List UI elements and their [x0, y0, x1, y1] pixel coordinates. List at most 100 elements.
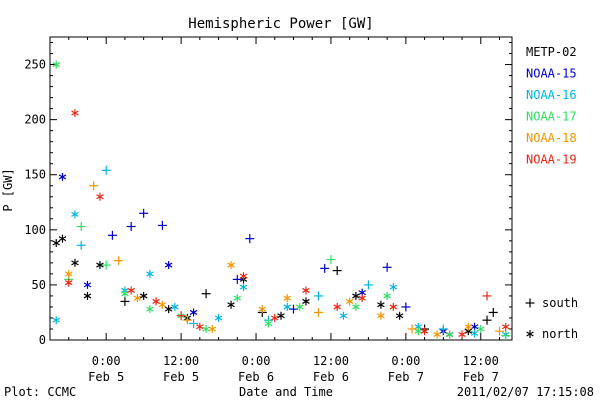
data-point-noaa-19-north	[152, 297, 160, 306]
marker-stroke	[152, 298, 160, 304]
marker-stroke	[302, 298, 310, 304]
data-point-noaa-18-south	[313, 307, 323, 317]
marker-stroke	[71, 110, 79, 116]
x-tick-label-time: 0:00	[242, 354, 271, 368]
data-point-noaa-18-south	[407, 324, 417, 334]
y-axis: 0 50 100 150 200 250	[24, 42, 512, 347]
marker-stroke	[71, 260, 79, 266]
marker-stroke	[96, 262, 104, 268]
data-point-noaa-19-north	[71, 109, 79, 118]
data-point-noaa-17-south	[101, 260, 111, 270]
data-point-noaa-16-north	[283, 302, 292, 311]
y-tick-label: 200	[24, 113, 46, 127]
data-point-metp-02-north	[58, 234, 67, 243]
data-point-noaa-17-north	[352, 302, 360, 311]
data-point-metp-02-south	[332, 266, 342, 276]
x-axis-label: Date and Time	[239, 385, 333, 399]
marker-stroke	[464, 328, 473, 334]
data-point-noaa-15-south	[382, 262, 392, 272]
data-point-metp-02-south	[201, 289, 211, 299]
data-point-metp-02-north	[227, 300, 235, 309]
marker-stroke	[189, 309, 198, 315]
y-tick-label: 0	[39, 333, 46, 347]
y-tick-label: 250	[24, 58, 46, 72]
marker-stroke	[277, 313, 285, 319]
data-point-noaa-18-north	[158, 300, 167, 309]
marker-stroke	[127, 287, 135, 293]
data-point-noaa-16-north	[52, 316, 61, 325]
data-point-noaa-15-north	[189, 308, 198, 317]
data-point-metp-02-north	[302, 297, 310, 306]
data-point-noaa-18-north	[208, 324, 217, 333]
marker-stroke	[358, 295, 366, 301]
data-points	[52, 60, 511, 341]
data-point-noaa-17-north	[52, 60, 61, 69]
data-point-metp-02-south	[482, 315, 492, 325]
legend-north-label: north	[542, 327, 578, 341]
data-point-noaa-18-north	[133, 294, 142, 303]
marker-stroke	[227, 302, 235, 308]
marker-stroke	[146, 306, 154, 312]
data-point-noaa-19-north	[127, 286, 135, 295]
marker-stroke	[239, 273, 248, 279]
data-point-metp-02-north	[52, 239, 61, 248]
y-axis-label: P [GW]	[1, 168, 15, 211]
marker-stroke	[83, 293, 92, 299]
data-point-noaa-19-north	[239, 272, 248, 281]
plot-frame	[49, 36, 513, 341]
marker-stroke	[146, 271, 154, 277]
data-point-noaa-16-south	[189, 318, 199, 328]
marker-stroke	[389, 284, 398, 290]
marker-stroke	[202, 326, 210, 332]
marker-stroke	[52, 240, 61, 246]
marker-stroke	[377, 313, 385, 319]
marker-stroke	[52, 62, 61, 68]
data-point-metp-02-north	[395, 311, 404, 320]
marker-stroke	[477, 326, 485, 332]
data-point-metp-02-north	[164, 305, 173, 314]
marker-stroke	[133, 295, 142, 301]
data-point-noaa-19-north	[302, 286, 310, 295]
marker-stroke	[339, 313, 348, 319]
legend-entry-metp-02: METP-02	[526, 45, 577, 59]
data-point-noaa-16-south	[438, 324, 448, 334]
marker-stroke	[196, 324, 204, 330]
legend: METP-02 NOAA-15 NOAA-16 NOAA-17 NOAA-18 NOAA-…	[526, 45, 577, 167]
marker-stroke	[52, 317, 61, 323]
data-point-noaa-18-south	[89, 181, 99, 191]
data-point-noaa-17-south	[501, 331, 511, 341]
marker-stroke	[121, 291, 129, 297]
marker-stroke	[208, 326, 217, 332]
marker-stroke	[239, 284, 248, 290]
data-point-noaa-18-north	[377, 311, 385, 320]
data-point-noaa-15-south	[107, 230, 117, 240]
marker-stroke	[458, 331, 466, 338]
data-point-noaa-16-north	[214, 313, 223, 322]
marker-legend: south north	[525, 296, 578, 341]
x-tick-label-time: 12:00	[313, 354, 349, 368]
data-point-noaa-18-north	[227, 261, 235, 270]
x-tick-label-date: Feb 5	[163, 370, 199, 384]
data-point-noaa-19-north	[270, 313, 279, 322]
data-point-noaa-19-north	[458, 330, 466, 339]
data-point-noaa-17-north	[121, 289, 129, 298]
marker-stroke	[214, 315, 223, 321]
data-point-noaa-18-north	[283, 294, 292, 303]
data-point-noaa-17-north	[295, 302, 304, 311]
data-point-noaa-19-north	[64, 278, 73, 287]
data-point-noaa-15-south	[157, 220, 167, 230]
marker-stroke	[470, 324, 479, 330]
x-tick-label-time: 12:00	[463, 354, 499, 368]
data-point-noaa-15-south	[320, 263, 330, 273]
marker-stroke	[383, 293, 391, 299]
marker-stroke	[158, 302, 167, 308]
data-point-noaa-16-north	[71, 210, 79, 219]
y-tick-label: 50	[32, 278, 46, 292]
marker-stroke	[295, 304, 304, 310]
data-point-metp-02-north	[277, 311, 285, 320]
chart-title: Hemispheric Power [GW]	[188, 16, 373, 32]
data-point-noaa-15-south	[139, 208, 149, 218]
data-point-noaa-16-south	[313, 291, 323, 301]
data-point-noaa-18-north	[345, 297, 354, 306]
x-tick-label-time: 0:00	[92, 354, 121, 368]
